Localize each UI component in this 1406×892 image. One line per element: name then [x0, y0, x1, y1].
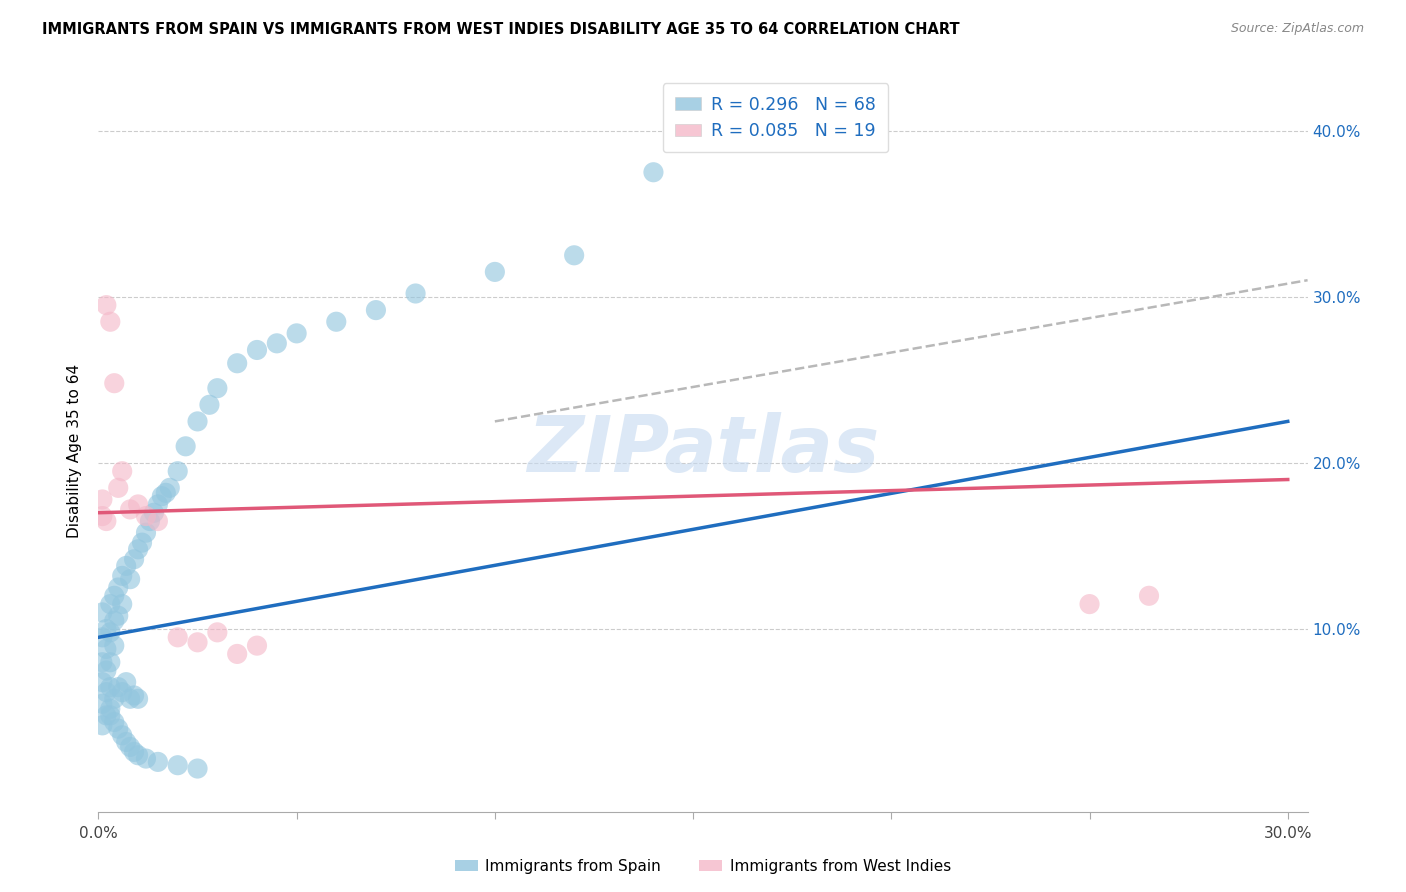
- Point: [562, 248, 585, 262]
- Point: [142, 506, 165, 520]
- Point: [127, 542, 149, 557]
- Point: [266, 336, 288, 351]
- Text: ZIPatlas: ZIPatlas: [527, 412, 879, 489]
- Point: [103, 376, 125, 391]
- Point: [98, 625, 121, 640]
- Point: [146, 498, 169, 512]
- Point: [146, 755, 169, 769]
- Point: [122, 745, 145, 759]
- Point: [186, 635, 208, 649]
- Point: [131, 535, 153, 549]
- Point: [285, 326, 308, 341]
- Point: [96, 298, 118, 312]
- Point: [207, 625, 229, 640]
- Point: [484, 265, 506, 279]
- Legend: R = 0.296   N = 68, R = 0.085   N = 19: R = 0.296 N = 68, R = 0.085 N = 19: [662, 84, 889, 153]
- Point: [643, 165, 665, 179]
- Point: [127, 748, 149, 763]
- Point: [115, 675, 138, 690]
- Point: [96, 622, 118, 636]
- Point: [103, 691, 125, 706]
- Point: [186, 762, 208, 776]
- Point: [174, 439, 197, 453]
- Point: [98, 315, 121, 329]
- Point: [135, 751, 157, 765]
- Point: [91, 630, 114, 644]
- Point: [120, 691, 142, 706]
- Point: [226, 356, 249, 370]
- Point: [111, 685, 134, 699]
- Point: [98, 702, 121, 716]
- Point: [98, 655, 121, 669]
- Point: [146, 514, 169, 528]
- Point: [150, 489, 173, 503]
- Point: [155, 485, 177, 500]
- Point: [120, 572, 142, 586]
- Point: [111, 597, 134, 611]
- Point: [96, 642, 118, 657]
- Point: [115, 735, 138, 749]
- Point: [91, 606, 114, 620]
- Point: [405, 286, 427, 301]
- Point: [115, 558, 138, 573]
- Point: [103, 639, 125, 653]
- Point: [139, 514, 162, 528]
- Point: [122, 689, 145, 703]
- Text: IMMIGRANTS FROM SPAIN VS IMMIGRANTS FROM WEST INDIES DISABILITY AGE 35 TO 64 COR: IMMIGRANTS FROM SPAIN VS IMMIGRANTS FROM…: [42, 22, 960, 37]
- Point: [111, 464, 134, 478]
- Point: [120, 502, 142, 516]
- Point: [103, 589, 125, 603]
- Point: [198, 398, 221, 412]
- Point: [159, 481, 181, 495]
- Point: [111, 569, 134, 583]
- Point: [166, 464, 188, 478]
- Point: [96, 514, 118, 528]
- Point: [96, 664, 118, 678]
- Text: Source: ZipAtlas.com: Source: ZipAtlas.com: [1230, 22, 1364, 36]
- Y-axis label: Disability Age 35 to 64: Disability Age 35 to 64: [66, 363, 82, 538]
- Point: [107, 581, 129, 595]
- Point: [107, 608, 129, 623]
- Point: [325, 315, 347, 329]
- Point: [1137, 589, 1160, 603]
- Point: [103, 614, 125, 628]
- Point: [98, 680, 121, 694]
- Point: [226, 647, 249, 661]
- Legend: Immigrants from Spain, Immigrants from West Indies: Immigrants from Spain, Immigrants from W…: [449, 853, 957, 880]
- Point: [91, 509, 114, 524]
- Point: [135, 525, 157, 540]
- Point: [1078, 597, 1101, 611]
- Point: [166, 630, 188, 644]
- Point: [127, 498, 149, 512]
- Point: [364, 303, 387, 318]
- Point: [111, 728, 134, 742]
- Point: [98, 708, 121, 723]
- Point: [91, 697, 114, 711]
- Point: [246, 343, 269, 357]
- Point: [98, 597, 121, 611]
- Point: [166, 758, 188, 772]
- Point: [91, 718, 114, 732]
- Point: [96, 708, 118, 723]
- Point: [246, 639, 269, 653]
- Point: [103, 714, 125, 729]
- Point: [91, 655, 114, 669]
- Point: [207, 381, 229, 395]
- Point: [135, 509, 157, 524]
- Point: [91, 675, 114, 690]
- Point: [107, 680, 129, 694]
- Point: [122, 552, 145, 566]
- Point: [186, 414, 208, 428]
- Point: [120, 739, 142, 754]
- Point: [91, 492, 114, 507]
- Point: [127, 691, 149, 706]
- Point: [96, 685, 118, 699]
- Point: [107, 722, 129, 736]
- Point: [107, 481, 129, 495]
